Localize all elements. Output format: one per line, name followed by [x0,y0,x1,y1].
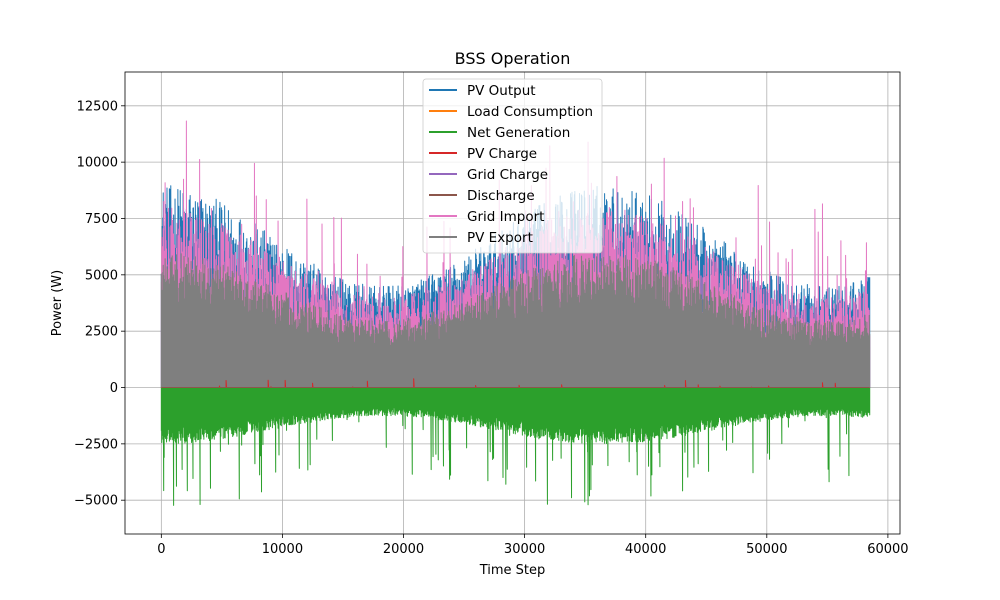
x-tick-label: 20000 [383,542,424,557]
y-axis-label: Power (W) [50,270,65,336]
x-tick-label: 10000 [262,542,303,557]
x-tick-label: 30000 [504,542,545,557]
x-tick-label: 60000 [867,542,908,557]
legend-label: Net Generation [467,125,570,141]
legend: PV Output Load Consumption Net Generation P… [422,78,603,254]
x-axis-label: Time Step [479,563,546,578]
y-tick-label: 5000 [85,268,118,283]
x-tick-label: 0 [157,542,165,557]
chart-title: BSS Operation [455,49,571,68]
plot-frame [124,71,901,535]
ticks: 0 10000 20000 30000 40000 50000 60000−5000−250… [74,99,909,557]
legend-label: PV Charge [467,146,537,162]
legend-label: Discharge [467,188,535,204]
y-tick-label: 7500 [85,212,118,227]
legend-label: Grid Import [467,209,544,225]
y-tick-label: −5000 [74,494,118,509]
legend-label: PV Output [467,83,536,99]
y-tick-label: 0 [110,381,118,396]
y-tick-label: 2500 [85,325,118,340]
legend-label: PV Export [467,230,533,246]
series-line-net-generation [160,387,871,506]
x-tick-label: 40000 [625,542,666,557]
x-tick-label: 50000 [746,542,787,557]
series-layer [160,120,871,506]
y-tick-label: 12500 [77,99,118,114]
legend-label: Grid Charge [467,167,548,183]
legend-label: Load Consumption [467,104,593,120]
y-tick-label: −2500 [74,437,118,452]
y-tick-label: 10000 [77,156,118,171]
legend-box [422,78,603,254]
series-line-pv-export [160,253,871,388]
